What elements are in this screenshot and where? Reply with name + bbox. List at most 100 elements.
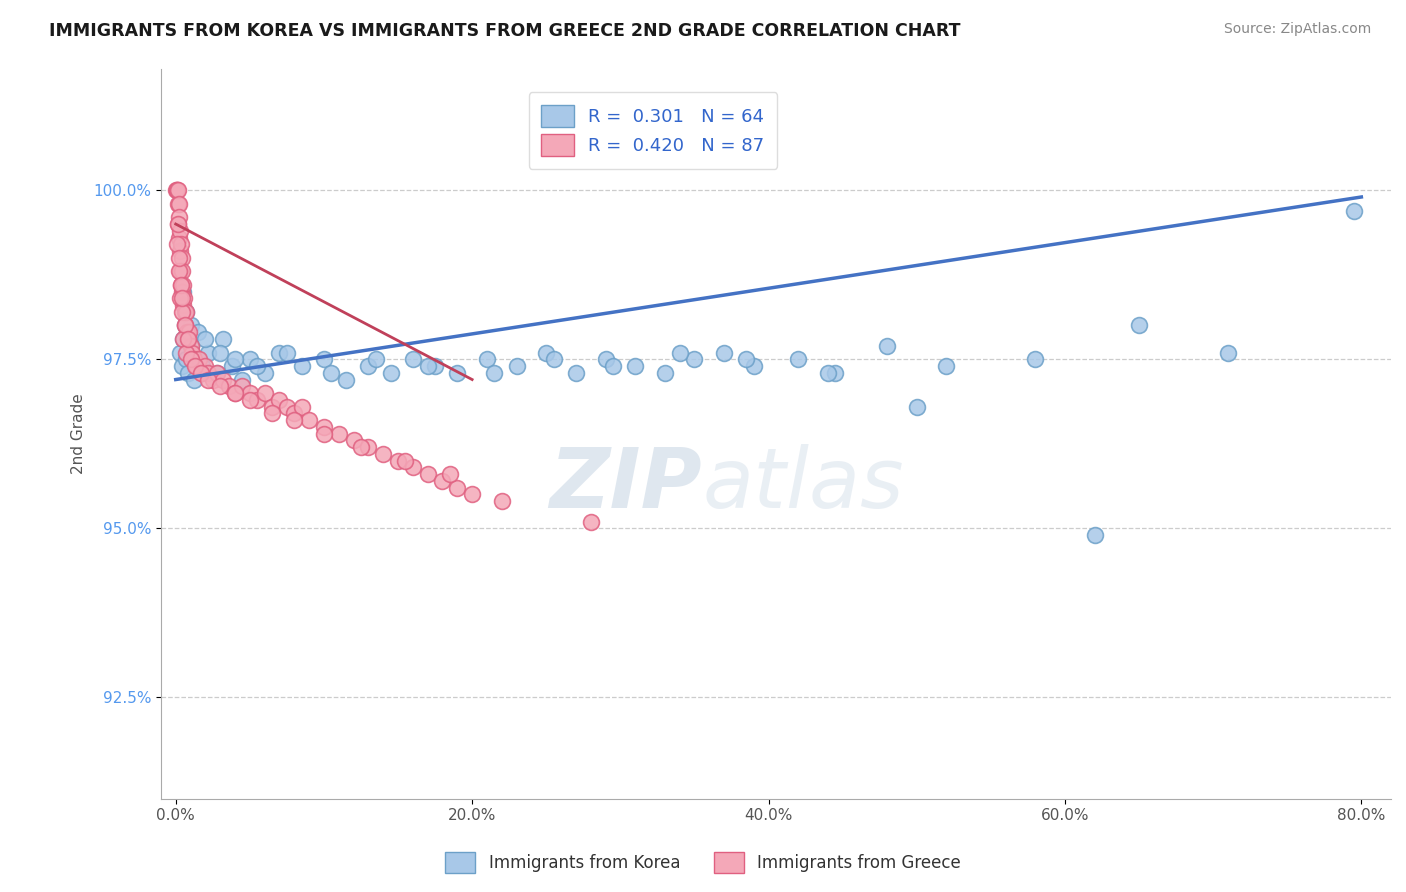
Point	[172, 264, 194, 278]
Point	[170, 251, 193, 265]
Point	[579, 515, 602, 529]
Point	[172, 285, 194, 299]
Point	[180, 339, 202, 353]
Point	[173, 305, 195, 319]
Point	[321, 366, 343, 380]
Point	[668, 345, 690, 359]
Point	[180, 318, 202, 333]
Point	[170, 277, 193, 292]
Point	[312, 420, 335, 434]
Point	[169, 244, 191, 258]
Point	[169, 251, 191, 265]
Point	[1128, 318, 1150, 333]
Point	[169, 292, 191, 306]
Point	[212, 373, 235, 387]
Point	[260, 400, 283, 414]
Point	[167, 264, 190, 278]
Point	[167, 217, 190, 231]
Point	[312, 426, 335, 441]
Point	[170, 237, 193, 252]
Point	[543, 352, 565, 367]
Point	[166, 237, 188, 252]
Point	[224, 386, 246, 401]
Point	[167, 183, 190, 197]
Point	[170, 285, 193, 299]
Point	[191, 366, 214, 380]
Point	[231, 379, 253, 393]
Point	[312, 352, 335, 367]
Point	[253, 366, 276, 380]
Point	[283, 413, 305, 427]
Point	[177, 325, 200, 339]
Point	[484, 366, 506, 380]
Point	[402, 460, 425, 475]
Y-axis label: 2nd Grade: 2nd Grade	[72, 393, 86, 474]
Point	[461, 487, 484, 501]
Point	[394, 453, 416, 467]
Point	[172, 332, 194, 346]
Point	[824, 366, 846, 380]
Point	[197, 345, 219, 359]
Point	[713, 345, 735, 359]
Point	[170, 359, 193, 373]
Point	[191, 359, 214, 373]
Point	[402, 352, 425, 367]
Point	[276, 345, 298, 359]
Point	[169, 224, 191, 238]
Point	[197, 366, 219, 380]
Point	[183, 352, 205, 367]
Point	[239, 392, 262, 407]
Point	[735, 352, 758, 367]
Point	[184, 359, 207, 373]
Point	[1216, 345, 1239, 359]
Point	[176, 325, 198, 339]
Point	[269, 392, 291, 407]
Point	[905, 400, 928, 414]
Point	[197, 373, 219, 387]
Point	[176, 332, 198, 346]
Point	[624, 359, 647, 373]
Text: ZIP: ZIP	[550, 444, 702, 525]
Point	[565, 366, 588, 380]
Point	[172, 298, 194, 312]
Point	[174, 305, 197, 319]
Point	[260, 406, 283, 420]
Point	[176, 332, 198, 346]
Point	[170, 305, 193, 319]
Point	[212, 332, 235, 346]
Point	[1343, 203, 1365, 218]
Point	[188, 352, 211, 367]
Point	[167, 217, 190, 231]
Point	[291, 359, 314, 373]
Point	[491, 494, 513, 508]
Point	[446, 366, 468, 380]
Point	[291, 400, 314, 414]
Point	[181, 345, 204, 359]
Point	[253, 386, 276, 401]
Point	[205, 366, 228, 380]
Point	[416, 359, 439, 373]
Point	[239, 386, 262, 401]
Point	[935, 359, 957, 373]
Point	[350, 440, 373, 454]
Point	[169, 345, 191, 359]
Point	[224, 386, 246, 401]
Point	[231, 373, 253, 387]
Point	[221, 359, 243, 373]
Text: atlas: atlas	[702, 444, 904, 525]
Point	[536, 345, 558, 359]
Point	[373, 447, 395, 461]
Point	[1024, 352, 1046, 367]
Point	[342, 434, 364, 448]
Point	[169, 264, 191, 278]
Point	[439, 467, 461, 482]
Point	[246, 392, 269, 407]
Point	[224, 352, 246, 367]
Point	[167, 230, 190, 244]
Point	[742, 359, 765, 373]
Text: IMMIGRANTS FROM KOREA VS IMMIGRANTS FROM GREECE 2ND GRADE CORRELATION CHART: IMMIGRANTS FROM KOREA VS IMMIGRANTS FROM…	[49, 22, 960, 40]
Point	[205, 366, 228, 380]
Point	[432, 474, 454, 488]
Point	[173, 318, 195, 333]
Point	[876, 339, 898, 353]
